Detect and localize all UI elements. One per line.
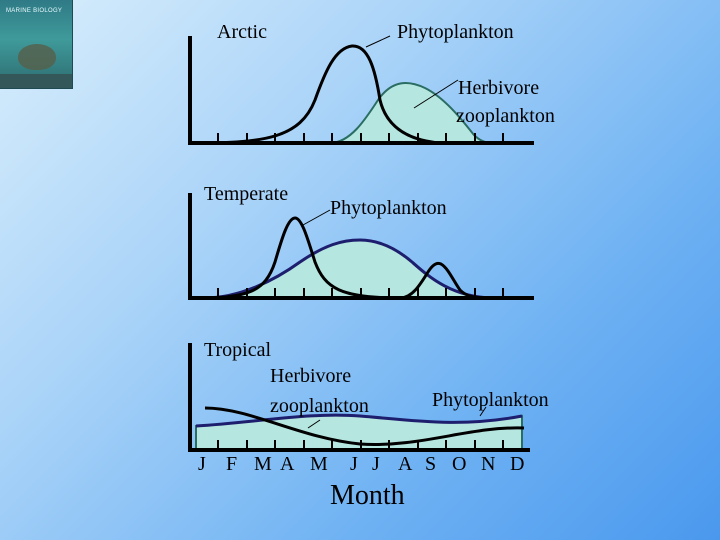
arctic-panel	[188, 35, 534, 145]
tropical-phytoplankton-label: Phytoplankton	[432, 389, 549, 411]
tropical-region-label: Tropical	[204, 339, 272, 361]
month-label-jul: J	[372, 453, 380, 475]
turtle-image	[18, 44, 56, 70]
arctic-zooplankton-label-line1: Herbivore	[458, 77, 540, 99]
arctic-phytoplankton-curve	[194, 44, 441, 145]
arctic-zoo-leader	[413, 79, 459, 109]
month-label-apr: A	[280, 453, 295, 475]
arctic-zooplankton-label-line2: zooplankton	[456, 105, 555, 127]
temperate-panel	[188, 193, 534, 300]
month-label-may: M	[310, 453, 328, 475]
temperate-phyto-leader	[302, 209, 331, 226]
seafloor-image	[0, 74, 72, 88]
month-label-nov: N	[481, 453, 496, 475]
arctic-month-ticks	[217, 133, 504, 143]
tropical-zoo-leader	[307, 419, 321, 429]
arctic-zooplankton-curve	[329, 82, 493, 144]
month-label-jun: J	[350, 453, 358, 475]
temperate-region-label: Temperate	[204, 183, 289, 205]
month-label-aug: A	[398, 453, 413, 475]
temperate-phytoplankton-label: Phytoplankton	[330, 197, 447, 219]
temperate-month-ticks	[217, 288, 504, 298]
arctic-phytoplankton-label: Phytoplankton	[397, 21, 514, 43]
month-label-oct: O	[452, 453, 467, 475]
tropical-panel	[188, 343, 530, 452]
temperate-zooplankton-outline	[204, 238, 496, 300]
month-label-mar: M	[254, 453, 272, 475]
tropical-zooplankton-label-line1: Herbivore	[270, 365, 352, 387]
arctic-phyto-leader	[365, 35, 391, 48]
month-label-jan: J	[198, 453, 206, 475]
textbook-cover-image: MARINE BIOLOGY	[0, 0, 73, 89]
tropical-month-ticks	[217, 440, 504, 450]
tropical-axes	[188, 343, 530, 452]
month-label-feb: F	[226, 453, 238, 475]
x-axis-title: Month	[330, 480, 405, 511]
month-label-dec: D	[510, 453, 525, 475]
tropical-phyto-leader	[479, 406, 487, 417]
arctic-region-label: Arctic	[217, 21, 267, 43]
cover-title: MARINE BIOLOGY	[6, 8, 63, 14]
tropical-zooplankton-curve	[195, 413, 523, 428]
tropical-zooplankton-label-line2: zooplankton	[270, 395, 369, 417]
month-label-sep: S	[425, 453, 437, 475]
